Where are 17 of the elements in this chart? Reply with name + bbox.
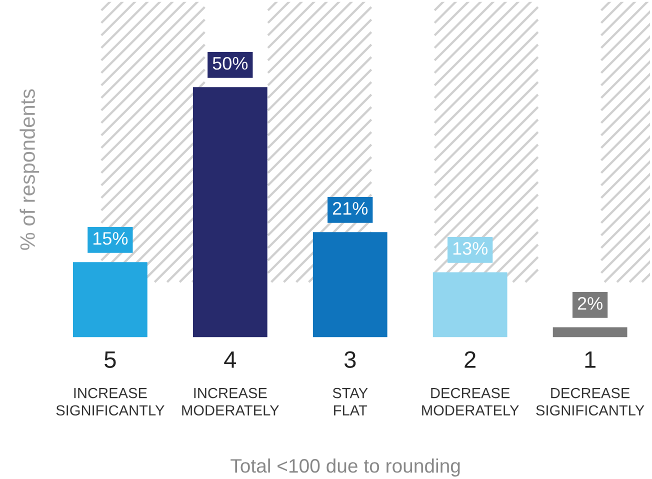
x-tick-label: 4 INCREASE MODERATELY [182,351,279,416]
x-tick-label: 3 STAY FLAT [332,351,368,416]
data-label: 2% [578,297,602,310]
data-label: 21% [332,202,368,215]
x-tick-label: 2 DECREASE MODERATELY [422,351,519,416]
bar [73,262,148,338]
bar [432,272,508,338]
data-label: 15% [93,232,128,245]
bar [312,232,388,338]
data-label: 13% [453,242,488,255]
y-axis-title: % of respondents [20,89,40,250]
x-tick-label: 1 DECREASE SIGNIFICANTLY [536,351,644,416]
x-tick-label: 5 INCREASE SIGNIFICANTLY [56,351,164,416]
bar [552,327,628,338]
data-label: 50% [212,56,248,70]
text: Total <100 due to rounding [230,458,460,477]
bar [192,87,268,338]
